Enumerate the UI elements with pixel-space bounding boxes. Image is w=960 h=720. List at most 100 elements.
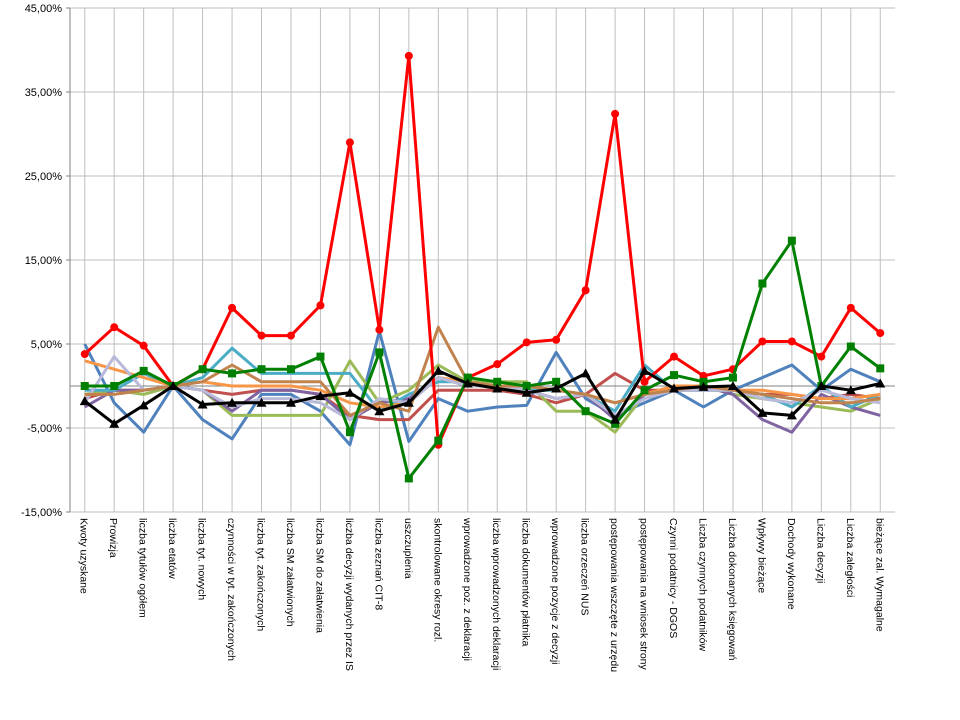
x-tick-label: Liczba czynnych podatników <box>696 518 708 651</box>
data-point <box>876 329 885 338</box>
x-tick-label: liczba tyt. nowych <box>196 518 208 600</box>
data-point <box>139 341 148 350</box>
data-point <box>139 366 148 375</box>
data-point <box>670 371 679 380</box>
data-point <box>463 373 472 382</box>
data-point <box>285 397 296 407</box>
data-point <box>728 373 737 382</box>
data-point <box>580 368 591 378</box>
data-point <box>403 397 414 407</box>
x-tick-label: wprowadzone poz. z deklaracji <box>461 517 473 661</box>
data-point <box>375 348 384 357</box>
data-point <box>669 383 680 393</box>
data-point <box>787 236 796 245</box>
data-point <box>493 377 502 386</box>
data-point <box>581 407 590 416</box>
x-tick-label: postępowania na wniosek strony <box>638 518 650 671</box>
data-point <box>316 301 325 310</box>
data-point <box>492 383 503 393</box>
data-point <box>80 350 89 359</box>
y-tick-label: 15,00% <box>25 255 63 267</box>
x-tick-label: liczba zeznań CIT-8 <box>372 518 384 610</box>
data-point <box>552 335 561 344</box>
grid <box>70 7 895 513</box>
y-tick-label: 5,00% <box>31 339 62 351</box>
series-line <box>84 325 881 417</box>
data-point <box>228 303 237 312</box>
series-line <box>84 239 882 480</box>
data-point <box>286 365 295 374</box>
y-tick-label: 25,00% <box>25 171 63 183</box>
data-point <box>846 303 855 312</box>
data-point <box>787 337 796 346</box>
x-tick-label: liczba tyt. zakończonych <box>255 518 267 631</box>
data-point <box>758 337 767 346</box>
x-tick-label: Dochody wykonane <box>785 518 797 610</box>
data-point <box>344 387 355 397</box>
data-point <box>845 385 856 395</box>
x-tick-label: Kwoty uzyskane <box>78 518 90 594</box>
x-tick-label: Liczba decyzji <box>814 518 826 583</box>
x-tick-label: uszczuplenia <box>402 518 414 579</box>
data-point <box>110 382 119 390</box>
data-point <box>875 378 886 388</box>
data-point <box>758 279 767 288</box>
data-point <box>374 406 385 416</box>
x-tick-label: liczba SM do załatwienia <box>313 518 325 633</box>
data-point <box>670 352 679 361</box>
y-tick-label: -15,00% <box>21 507 62 519</box>
y-tick-label: -5,00% <box>27 423 62 435</box>
series-line <box>83 329 881 447</box>
data-point <box>228 369 237 378</box>
x-tick-label: Liczba zaległości <box>844 518 856 597</box>
data-point <box>522 338 531 347</box>
data-point <box>315 391 326 401</box>
data-point <box>256 397 267 407</box>
data-point <box>257 331 266 340</box>
data-point <box>640 386 649 395</box>
x-tick-label: Wpływy bieżące <box>755 518 767 593</box>
data-point <box>404 51 413 60</box>
series <box>79 365 886 428</box>
data-point <box>639 365 650 375</box>
data-point <box>581 286 590 295</box>
data-point <box>817 352 826 361</box>
data-point <box>168 381 179 390</box>
data-point <box>345 138 354 147</box>
data-point <box>79 396 90 406</box>
data-point <box>80 382 89 390</box>
x-tick-label: skontrolowane okresy rozl. <box>431 518 443 642</box>
series-lines <box>79 51 886 483</box>
x-tick-label: liczba tytułów ogółem <box>137 518 149 618</box>
series <box>83 329 881 447</box>
data-point <box>433 365 444 375</box>
data-point <box>876 364 885 373</box>
series-line <box>83 54 882 447</box>
data-point <box>699 377 708 386</box>
data-point <box>404 474 413 483</box>
series <box>84 325 881 417</box>
x-tick-label: liczba SM załatwionych <box>284 518 296 627</box>
data-point <box>846 342 855 351</box>
data-point <box>611 109 620 118</box>
x-tick-label: liczba decyzji wydanych przez IS <box>343 518 355 671</box>
x-tick-label: bieżące zal. Wymagalne <box>873 518 885 632</box>
x-tick-label: liczba orzeczeń NUS <box>579 518 591 615</box>
data-point <box>521 387 532 397</box>
data-point <box>198 365 207 374</box>
x-tick-label: wprowadzone pozycje z decyzji <box>549 517 561 665</box>
data-point <box>110 323 119 332</box>
data-point <box>462 378 473 388</box>
x-tick-label: Liczba dokonanych księgowań <box>726 518 738 661</box>
data-point <box>522 382 531 390</box>
data-point <box>552 377 561 386</box>
series <box>80 236 885 483</box>
data-point <box>109 418 120 428</box>
x-tick-label: czynności w tyt. zakończonych <box>225 518 237 661</box>
data-point <box>493 360 502 369</box>
data-point <box>640 377 649 386</box>
data-point <box>551 383 562 393</box>
series-line <box>83 369 881 426</box>
x-tick-label: postępowania wszczęte z urzędu <box>608 518 620 672</box>
